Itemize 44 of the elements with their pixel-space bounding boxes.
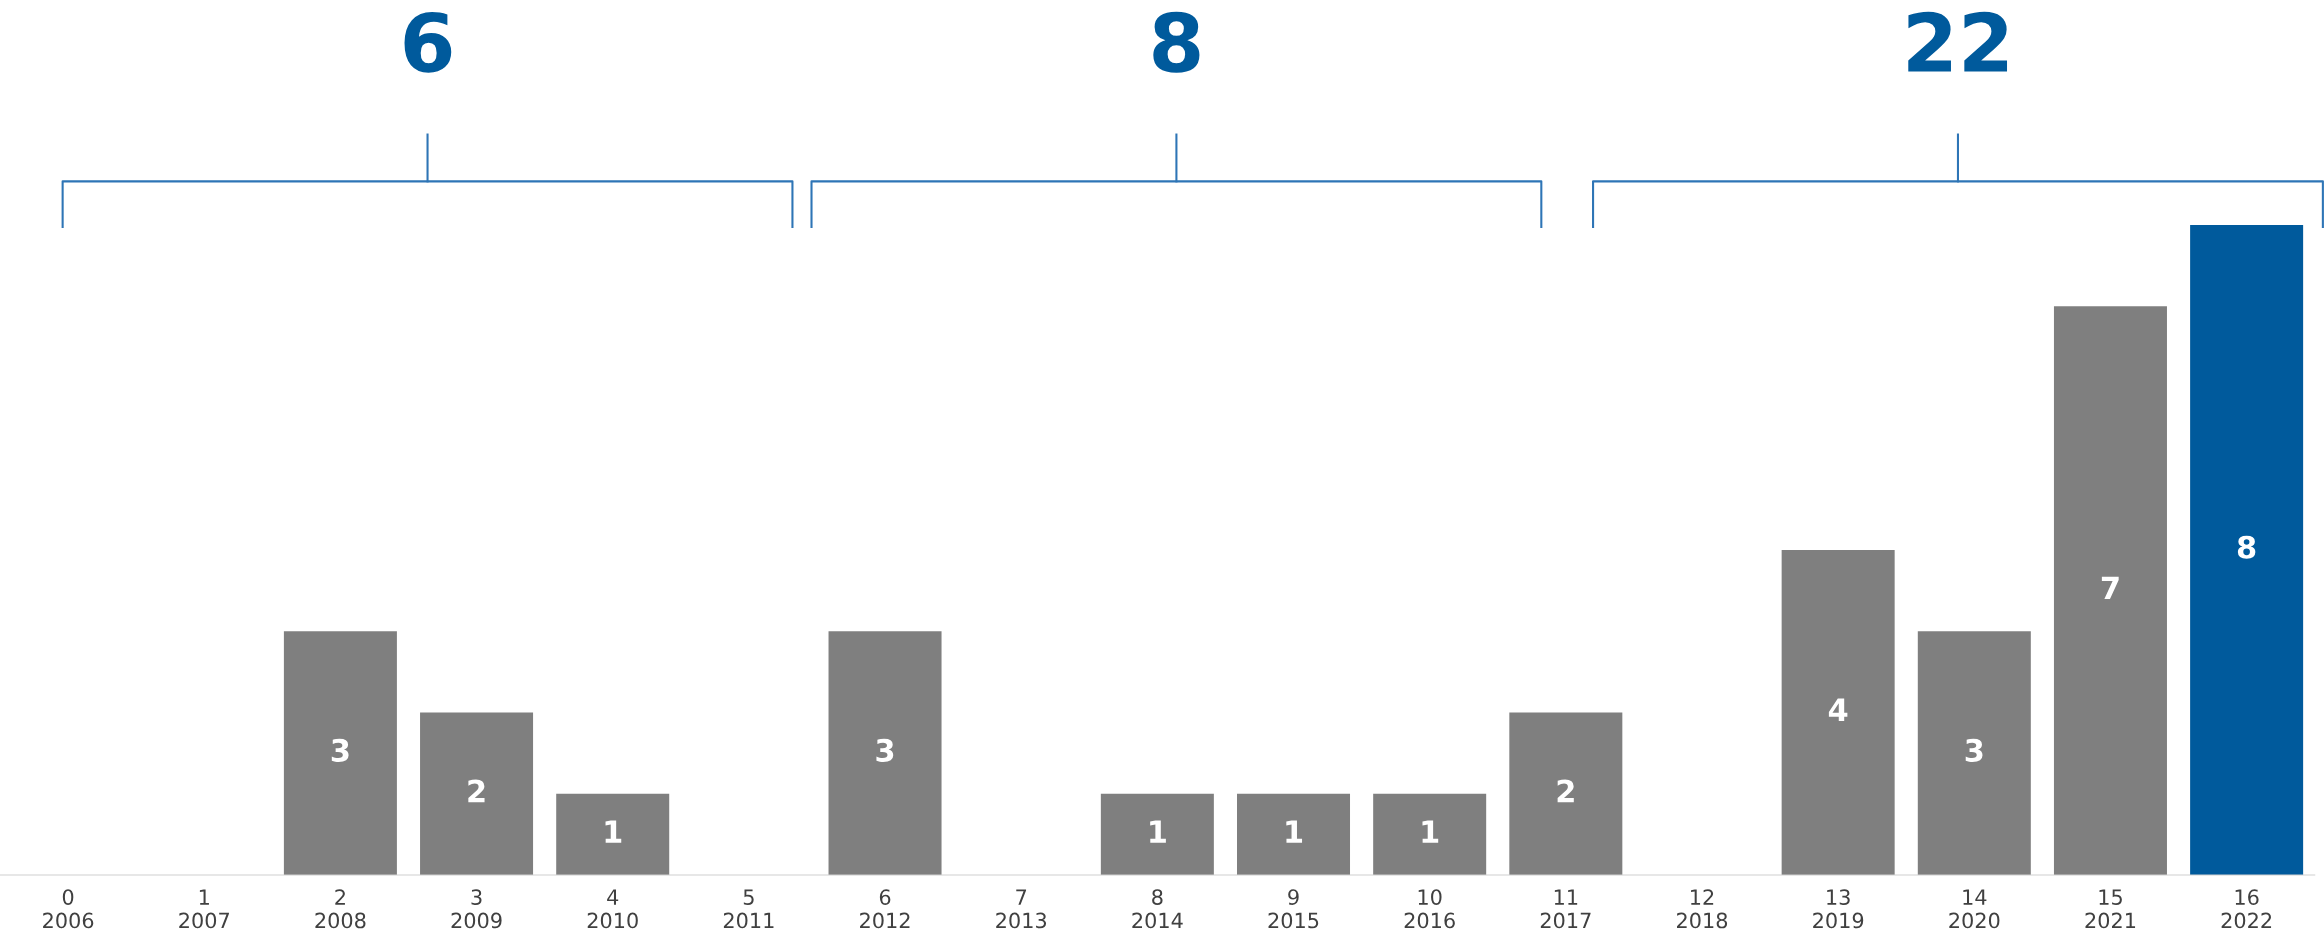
bar xyxy=(2190,224,2304,875)
x-tick-label: 6 2012 xyxy=(860,889,910,929)
x-tick-label: 16 2022 xyxy=(2221,889,2272,929)
bar xyxy=(1509,712,1623,875)
x-tick-label: 5 2011 xyxy=(723,889,774,929)
data-label: 1 xyxy=(1150,820,1166,843)
x-tick-label: 9 2015 xyxy=(1268,889,1319,929)
x-tick-label: 10 2016 xyxy=(1404,889,1455,929)
bar xyxy=(828,631,942,875)
bar xyxy=(1373,793,1487,875)
x-tick-label: 3 2009 xyxy=(451,889,502,929)
bar xyxy=(283,631,397,875)
data-label: 2 xyxy=(468,779,485,803)
x-tick-label: 11 2017 xyxy=(1540,889,1591,929)
data-label: 3 xyxy=(876,738,894,762)
data-label: 3 xyxy=(331,738,349,762)
bar xyxy=(1100,793,1214,875)
data-label: 7 xyxy=(2101,576,2119,600)
bar xyxy=(556,793,670,875)
bar xyxy=(1237,793,1351,875)
text: 8 xyxy=(1153,11,1200,73)
bar xyxy=(420,712,534,875)
bar xyxy=(1917,631,2031,875)
x-tick-label: 8 2014 xyxy=(1132,889,1183,929)
x-tick-label: 7 2013 xyxy=(996,889,1047,929)
x-tick-label: 1 2007 xyxy=(179,889,229,929)
text: 6 xyxy=(404,11,452,73)
x-tick-label: 0 2006 xyxy=(43,889,94,929)
bar xyxy=(2053,306,2167,875)
data-label: 2 xyxy=(1557,779,1574,803)
x-tick-label: 4 2010 xyxy=(587,889,638,929)
text: 22 xyxy=(1908,11,2008,72)
x-tick-label: 12 2018 xyxy=(1677,889,1728,929)
x-tick-label: 14 2020 xyxy=(1949,889,2000,929)
data-label: 4 xyxy=(1828,698,1848,721)
x-tick-label: 15 2021 xyxy=(2085,889,2136,929)
data-label: 1 xyxy=(605,820,622,843)
x-tick-label: 13 2019 xyxy=(1813,889,1864,929)
data-label: 8 xyxy=(2237,535,2256,559)
x-tick-label: 2 2008 xyxy=(315,889,366,929)
bar xyxy=(1781,549,1895,875)
data-label: 1 xyxy=(1286,820,1303,843)
data-label: 1 xyxy=(1422,820,1439,843)
data-label: 3 xyxy=(1965,738,1983,762)
